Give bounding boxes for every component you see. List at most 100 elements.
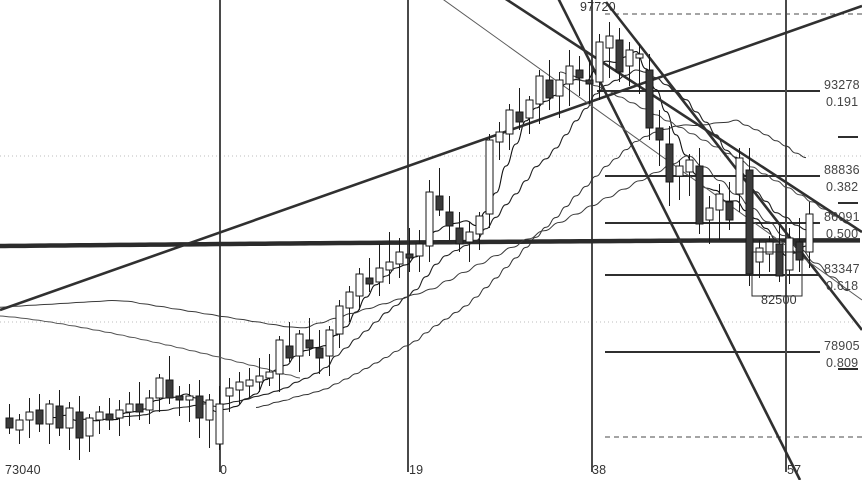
- candle[interactable]: [155, 374, 164, 412]
- candle[interactable]: [475, 212, 484, 250]
- candle[interactable]: [75, 396, 84, 460]
- candle[interactable]: [505, 104, 514, 150]
- candle[interactable]: [395, 238, 404, 278]
- candle[interactable]: [705, 196, 714, 244]
- candle[interactable]: [695, 148, 704, 234]
- candle[interactable]: [385, 232, 394, 284]
- candle[interactable]: [435, 168, 444, 216]
- candle[interactable]: [365, 258, 374, 292]
- candle[interactable]: [625, 42, 634, 86]
- price-highlight-box: [751, 251, 803, 297]
- candle[interactable]: [115, 400, 124, 436]
- candle[interactable]: [145, 390, 154, 424]
- candle[interactable]: [685, 154, 694, 196]
- candle-body: [225, 387, 234, 397]
- candle[interactable]: [25, 398, 34, 438]
- candle[interactable]: [545, 60, 554, 110]
- candle[interactable]: [175, 386, 184, 416]
- candle[interactable]: [635, 44, 644, 94]
- candle[interactable]: [345, 286, 354, 322]
- candle[interactable]: [95, 406, 104, 434]
- candle[interactable]: [645, 54, 654, 140]
- candle[interactable]: [135, 382, 144, 420]
- candle[interactable]: [745, 148, 754, 286]
- candle-body: [145, 397, 154, 411]
- candle[interactable]: [525, 96, 534, 134]
- candle[interactable]: [595, 34, 604, 100]
- candle[interactable]: [245, 368, 254, 398]
- candle[interactable]: [5, 404, 14, 434]
- candle[interactable]: [45, 400, 54, 444]
- candle[interactable]: [555, 72, 564, 118]
- candle[interactable]: [795, 218, 804, 272]
- candle[interactable]: [295, 330, 304, 372]
- candle[interactable]: [605, 22, 614, 78]
- candle[interactable]: [735, 148, 744, 212]
- candle[interactable]: [575, 56, 584, 96]
- candle[interactable]: [335, 300, 344, 348]
- candle[interactable]: [805, 202, 814, 268]
- fib-price-0618: 83347: [824, 262, 860, 276]
- candle-body: [55, 405, 64, 429]
- moving-average-envelope-left: [0, 315, 301, 379]
- candle[interactable]: [275, 336, 284, 392]
- candle-series[interactable]: [5, 22, 814, 460]
- candle[interactable]: [665, 126, 674, 206]
- candle[interactable]: [255, 358, 264, 392]
- candle[interactable]: [755, 240, 764, 278]
- candle[interactable]: [195, 380, 204, 438]
- candle[interactable]: [465, 222, 474, 262]
- candle[interactable]: [445, 196, 454, 240]
- candle[interactable]: [725, 182, 734, 230]
- candle[interactable]: [355, 268, 364, 310]
- candle[interactable]: [205, 394, 214, 448]
- candle[interactable]: [415, 230, 424, 272]
- candle-body: [125, 403, 134, 413]
- candle[interactable]: [65, 402, 74, 450]
- candle[interactable]: [655, 110, 664, 166]
- candle[interactable]: [565, 50, 574, 106]
- candle[interactable]: [375, 244, 384, 296]
- fib-ratio-0382: 0.382: [826, 180, 859, 194]
- candle[interactable]: [105, 398, 114, 430]
- candle[interactable]: [675, 160, 684, 200]
- candle[interactable]: [185, 384, 194, 422]
- candle[interactable]: [225, 378, 234, 412]
- candle[interactable]: [485, 134, 494, 228]
- candle[interactable]: [85, 414, 94, 452]
- trendline-support-rising: [0, 4, 862, 312]
- candle-body: [115, 409, 124, 419]
- candle[interactable]: [35, 394, 44, 432]
- candle[interactable]: [265, 354, 274, 386]
- candle[interactable]: [125, 392, 134, 426]
- candle[interactable]: [215, 386, 224, 450]
- candle[interactable]: [315, 330, 324, 374]
- candle[interactable]: [165, 356, 174, 404]
- candle[interactable]: [405, 228, 414, 272]
- candle[interactable]: [285, 322, 294, 362]
- candle[interactable]: [615, 28, 624, 82]
- candle[interactable]: [455, 212, 464, 252]
- candle[interactable]: [495, 122, 504, 160]
- candle-body: [215, 403, 224, 445]
- fib-price-0382: 88836: [824, 163, 860, 177]
- candle[interactable]: [765, 236, 774, 272]
- candle-body: [365, 277, 374, 285]
- candle[interactable]: [785, 228, 794, 284]
- candle[interactable]: [585, 60, 594, 104]
- candle-body: [735, 157, 744, 195]
- candle[interactable]: [55, 390, 64, 436]
- candle[interactable]: [15, 414, 24, 444]
- candle[interactable]: [305, 318, 314, 356]
- candle[interactable]: [235, 372, 244, 404]
- moving-average-right-descending: [559, 71, 861, 232]
- candle[interactable]: [715, 184, 724, 240]
- candle[interactable]: [535, 70, 544, 124]
- candle-body: [185, 395, 194, 401]
- candle[interactable]: [515, 88, 524, 130]
- candle[interactable]: [325, 326, 334, 376]
- candle[interactable]: [425, 180, 434, 262]
- candle[interactable]: [775, 226, 784, 282]
